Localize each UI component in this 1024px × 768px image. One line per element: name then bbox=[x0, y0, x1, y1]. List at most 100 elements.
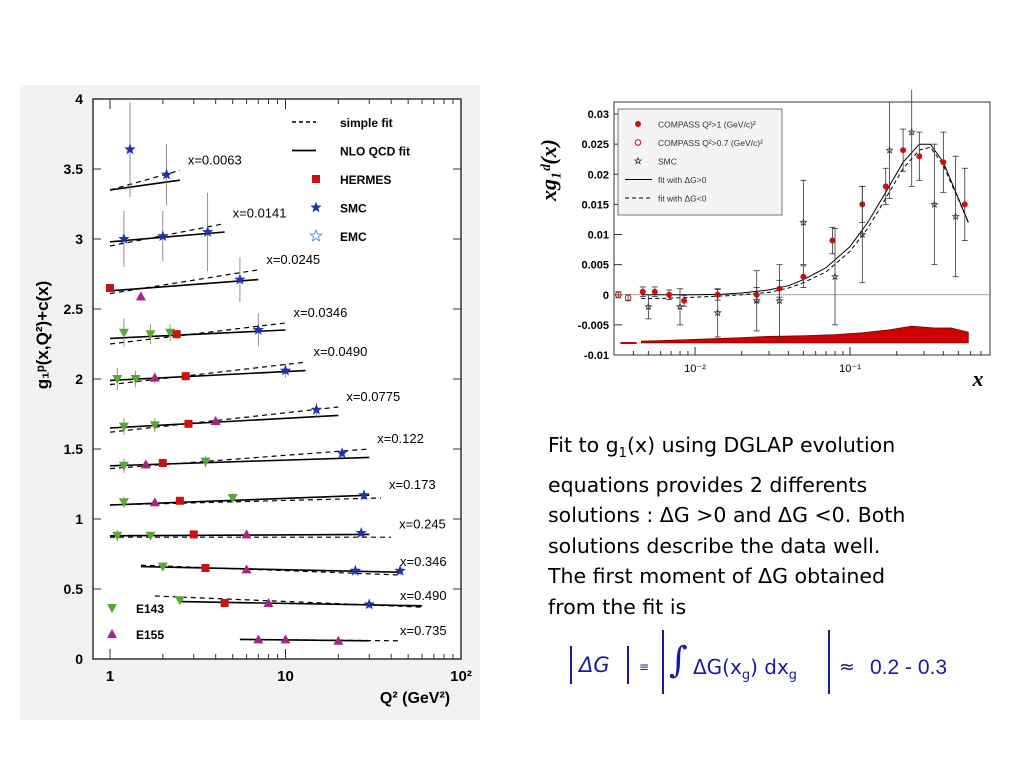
legend-swatch bbox=[633, 156, 643, 165]
compass-q1-point bbox=[916, 153, 923, 160]
smc-point bbox=[930, 200, 939, 208]
subscript: g bbox=[741, 668, 751, 683]
g1p-q2-chart: 0 0.5 1 1.5 2 2.5 3 3.5 4 1 10 10² x=0.0063 x=0.014… bbox=[20, 85, 480, 720]
smc-point bbox=[752, 296, 761, 305]
e143-point bbox=[165, 328, 176, 338]
compass-q1-point bbox=[829, 237, 836, 244]
simple-fit-line bbox=[109, 269, 259, 295]
legend-swatch bbox=[308, 228, 324, 243]
e155-point bbox=[280, 634, 291, 644]
description-line: Fit to g1(x) using DGLAP evolution bbox=[548, 430, 968, 470]
y-axis-ticks: 0 0.5 1 1.5 2 2.5 3 3.5 4 bbox=[64, 91, 461, 667]
hermes-point bbox=[184, 419, 193, 428]
legend-label: HERMES bbox=[340, 173, 391, 187]
x-bin-label: x=0.0141 bbox=[233, 206, 287, 221]
smc-point bbox=[336, 447, 348, 459]
y-tick-label: 0.025 bbox=[581, 139, 609, 151]
y-tick-label: 1.5 bbox=[64, 441, 84, 457]
legend-label: EMC bbox=[340, 230, 367, 244]
hermes-point bbox=[201, 564, 210, 572]
x-bin-label: x=0.490 bbox=[400, 588, 447, 603]
y-tick-label: 0 bbox=[75, 651, 83, 667]
legend-box bbox=[617, 108, 783, 216]
abs-bar bbox=[570, 646, 572, 684]
smc-point bbox=[830, 272, 840, 281]
e143-point bbox=[145, 531, 156, 541]
smc-point bbox=[157, 230, 169, 242]
legend-swatch bbox=[107, 629, 117, 638]
equiv-symbol: ≡ bbox=[639, 660, 650, 674]
nlo-qcd-fit-line bbox=[109, 456, 370, 467]
delta-g-value: 0.2 - 0.3 bbox=[870, 656, 948, 679]
legend-label: NLO QCD fit bbox=[340, 145, 410, 159]
hermes-point bbox=[158, 459, 167, 467]
smc-point bbox=[907, 127, 916, 136]
smc-point bbox=[118, 233, 130, 244]
smc-point bbox=[363, 598, 375, 610]
compass-q07-point bbox=[615, 291, 622, 299]
description-line: from the fit is bbox=[548, 594, 687, 619]
legend-swatch bbox=[310, 201, 322, 213]
e155-point bbox=[241, 529, 252, 539]
hermes-point bbox=[175, 496, 184, 505]
smc-point bbox=[885, 145, 894, 154]
y-tick-label: -0.01 bbox=[584, 350, 609, 362]
smc-point bbox=[713, 308, 722, 317]
compass-q1-point bbox=[900, 147, 907, 154]
text-fragment: Fit to g bbox=[548, 433, 619, 457]
x-bin-label: x=0.245 bbox=[399, 516, 446, 531]
x-bin-label: x=0.122 bbox=[377, 431, 424, 446]
e143-point bbox=[118, 461, 129, 471]
legend-label: simple fit bbox=[340, 116, 393, 130]
y-tick-label: 0 bbox=[603, 290, 609, 302]
simple-fit-line bbox=[109, 406, 339, 433]
e155-point bbox=[135, 291, 146, 301]
legend-label: fit with ΔG<0 bbox=[658, 194, 707, 204]
description-line: solutions describe the data well. bbox=[548, 533, 881, 558]
smc-point bbox=[160, 168, 173, 180]
e155-point bbox=[149, 372, 160, 382]
formula-lhs: ΔG bbox=[579, 653, 610, 677]
smc-point bbox=[310, 403, 323, 415]
e143-point bbox=[174, 596, 185, 606]
e143-point bbox=[130, 375, 141, 384]
smc-point bbox=[279, 364, 292, 376]
e143-point bbox=[157, 562, 168, 572]
y-tick-label: 0.03 bbox=[588, 109, 609, 121]
x-tick-label: 1 bbox=[106, 668, 114, 685]
hermes-point bbox=[220, 599, 229, 607]
smc-point bbox=[799, 218, 808, 227]
y-axis-label: g₁ᵖ(x,Q²)+c(x) bbox=[33, 281, 52, 390]
nlo-qcd-fit-line bbox=[109, 278, 259, 292]
smc-point bbox=[349, 564, 361, 576]
e155-point bbox=[149, 497, 160, 507]
compass-q07-point bbox=[624, 294, 632, 302]
y-tick-label: -0.005 bbox=[578, 320, 609, 332]
simple-fit-line bbox=[109, 322, 286, 345]
legend: simple fit NLO QCD fit HERMES SMC EMC E143 E15… bbox=[107, 116, 410, 642]
compass-q1-point bbox=[639, 288, 646, 295]
hermes-point bbox=[189, 530, 198, 539]
x-tick-label: 10⁻¹ bbox=[839, 363, 861, 375]
y-tick-label: 0.5 bbox=[64, 581, 84, 597]
x-bin-label: x=0.735 bbox=[400, 623, 447, 638]
text-fragment: ) dx bbox=[750, 655, 789, 679]
description-line: equations provides 2 differents bbox=[548, 472, 868, 497]
legend-label: SMC bbox=[658, 157, 677, 167]
e155-point bbox=[263, 598, 274, 607]
simple-fit-line bbox=[109, 448, 370, 470]
text-fragment: ΔG(x bbox=[693, 655, 742, 679]
fit-positive-delta-g-curve bbox=[641, 143, 969, 296]
xg1d-chart: 0.03 0.025 0.02 0.015 0.01 0.005 0 -0.005 -0.01 1… bbox=[536, 90, 991, 391]
e143-point bbox=[112, 375, 123, 384]
text-fragment: (x) using DGLAP evolution bbox=[626, 433, 896, 457]
smc-point bbox=[358, 489, 370, 501]
e143-point bbox=[112, 531, 123, 541]
data-points bbox=[615, 90, 968, 338]
delta-g-formula: ΔG ≡ ∫ ΔG(xg) dxg ≈ 0.2 - 0.3 bbox=[565, 628, 985, 698]
x-bin-labels: x=0.0063 x=0.0141 x=0.0245 x=0.0346 x=0.0490… bbox=[188, 152, 447, 637]
smc-point bbox=[858, 230, 867, 238]
approx-symbol: ≈ bbox=[839, 656, 855, 678]
smc-point bbox=[675, 302, 685, 311]
x-tick-label: 10⁻² bbox=[684, 363, 706, 375]
